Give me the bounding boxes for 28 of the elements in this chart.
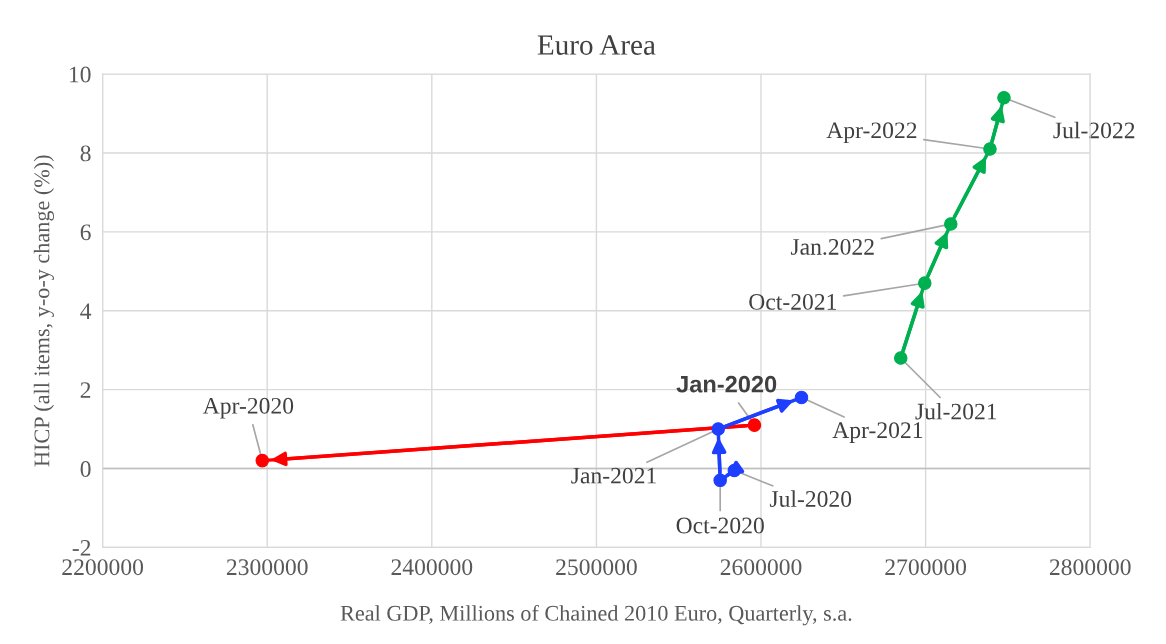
x-tick-label: 2400000 bbox=[391, 559, 473, 576]
y-tick-label: 8 bbox=[80, 145, 91, 162]
annotation: Jan-2021 bbox=[571, 467, 656, 484]
annotation: Apr-2022 bbox=[826, 122, 917, 144]
annotation: Jan-2020 bbox=[676, 375, 777, 393]
annotation: Jul-2021 bbox=[915, 402, 997, 420]
x-tick-label: 2300000 bbox=[226, 559, 308, 576]
x-tick-label: 2800000 bbox=[1049, 559, 1131, 576]
x-tick-label: 2700000 bbox=[885, 559, 967, 576]
annotation: Oct-2020 bbox=[676, 517, 764, 534]
y-tick-label: -2 bbox=[72, 539, 91, 556]
annotation: Jan.2022 bbox=[790, 238, 874, 255]
x-tick-label: 2500000 bbox=[556, 559, 637, 576]
x-axis-title: Real GDP, Millions of Chained 2010 Euro, Quarterly, s.a. bbox=[340, 604, 852, 626]
annotation: Jul-2022 bbox=[1053, 121, 1135, 139]
x-tick-label: 2200000 bbox=[62, 559, 144, 576]
y-tick-label: 6 bbox=[80, 224, 91, 241]
y-tick-label: 10 bbox=[69, 66, 91, 83]
annotation: Apr-2020 bbox=[202, 397, 294, 419]
y-tick-label: 4 bbox=[80, 303, 92, 319]
y-tick-label: 2 bbox=[80, 382, 91, 398]
x-tick-label: 2600000 bbox=[720, 559, 802, 576]
annotation: Apr-2021 bbox=[832, 422, 923, 443]
y-tick-label: 0 bbox=[80, 461, 91, 477]
annotation: Oct-2021 bbox=[749, 293, 837, 310]
annotation: Jul-2020 bbox=[769, 490, 852, 507]
chart-title: Euro Area bbox=[537, 35, 656, 55]
y-axis-title: HICP (all items, y-o-y change (%)) bbox=[33, 155, 54, 467]
